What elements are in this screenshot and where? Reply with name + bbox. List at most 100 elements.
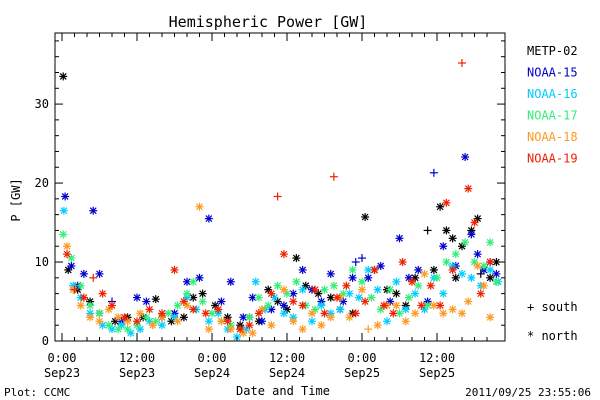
series-noaa-19 <box>63 59 495 334</box>
north-marker <box>345 313 354 322</box>
y-tick-label: 10 <box>35 255 49 269</box>
y-axis: 0 10 20 30 <box>35 40 505 348</box>
north-marker <box>123 325 132 334</box>
y-tick-label: 0 <box>42 334 49 348</box>
north-marker <box>320 309 329 318</box>
north-marker <box>173 317 182 326</box>
series-noaa-18 <box>63 202 495 338</box>
marker-key-entry: * north <box>527 329 578 343</box>
north-marker <box>179 313 188 322</box>
north-marker <box>354 293 363 302</box>
north-marker <box>392 289 401 298</box>
north-marker <box>326 313 335 322</box>
north-marker <box>198 297 207 306</box>
north-marker <box>248 329 257 338</box>
north-marker <box>448 305 457 314</box>
y-axis-label: P [GW] <box>9 178 23 221</box>
north-marker <box>76 301 85 310</box>
north-marker <box>486 273 495 282</box>
north-marker <box>86 301 95 310</box>
north-marker <box>439 289 448 298</box>
north-marker <box>442 198 451 207</box>
north-marker <box>251 277 260 286</box>
x-tick-date-label: Sep25 <box>419 366 455 380</box>
x-tick-date-label: Sep23 <box>119 366 155 380</box>
x-tick-time-label: 0:00 <box>198 351 227 365</box>
legend-entry: NOAA-16 <box>527 87 578 101</box>
north-marker <box>114 325 123 334</box>
north-marker <box>436 301 445 310</box>
north-marker <box>461 152 470 161</box>
north-marker <box>289 317 298 326</box>
north-marker <box>311 285 320 294</box>
north-marker <box>420 269 429 278</box>
north-marker <box>448 265 457 274</box>
north-marker <box>298 265 307 274</box>
north-marker <box>63 250 71 259</box>
north-marker <box>136 325 145 334</box>
north-marker <box>414 265 423 274</box>
north-marker <box>148 321 157 330</box>
north-marker <box>298 325 307 334</box>
north-marker <box>479 281 488 290</box>
north-marker <box>142 313 151 322</box>
north-marker <box>464 184 473 193</box>
north-marker <box>395 234 404 243</box>
north-marker <box>364 273 373 282</box>
south-marker <box>364 325 373 334</box>
north-marker <box>326 269 335 278</box>
north-marker <box>486 238 495 247</box>
timestamp: 2011/09/25 23:55:06 <box>465 386 591 399</box>
north-marker <box>333 293 341 302</box>
north-marker <box>458 269 466 278</box>
north-marker <box>426 281 435 290</box>
north-marker <box>189 277 198 286</box>
north-marker <box>414 281 423 290</box>
north-marker <box>158 309 166 318</box>
marker-key-entry: + south <box>527 300 578 314</box>
north-marker <box>408 277 416 286</box>
north-marker <box>226 325 235 334</box>
x-tick-date-label: Sep23 <box>44 366 80 380</box>
north-marker <box>79 293 88 302</box>
north-marker <box>436 202 445 211</box>
south-marker <box>351 258 360 267</box>
north-marker <box>79 269 88 278</box>
north-marker <box>373 321 382 330</box>
north-marker <box>104 321 113 330</box>
north-marker <box>358 277 366 286</box>
north-marker <box>145 305 154 314</box>
north-marker <box>204 325 213 334</box>
north-marker <box>308 317 316 326</box>
north-marker <box>59 230 68 239</box>
north-marker <box>473 250 482 259</box>
north-marker <box>473 261 482 270</box>
x-tick-date-label: Sep25 <box>344 366 380 380</box>
north-marker <box>464 297 473 306</box>
north-marker <box>214 305 223 314</box>
north-marker <box>439 242 448 251</box>
north-marker <box>59 206 68 215</box>
north-marker <box>317 301 326 310</box>
north-marker <box>476 289 485 298</box>
north-marker <box>258 317 266 326</box>
x-tick-time-label: 0:00 <box>48 351 77 365</box>
north-marker <box>298 301 307 310</box>
north-marker <box>361 213 370 222</box>
north-marker <box>95 269 104 278</box>
north-marker <box>279 301 288 310</box>
north-marker <box>133 317 141 326</box>
north-marker <box>158 321 166 330</box>
north-marker <box>417 301 426 310</box>
north-marker <box>95 317 104 326</box>
x-tick-date-label: Sep24 <box>194 366 230 380</box>
north-marker <box>329 281 338 290</box>
north-marker <box>189 305 198 314</box>
north-marker <box>308 309 316 318</box>
north-marker <box>467 230 476 239</box>
north-marker <box>183 277 191 286</box>
north-marker <box>245 321 254 330</box>
north-marker <box>392 301 401 310</box>
south-marker <box>458 59 466 68</box>
